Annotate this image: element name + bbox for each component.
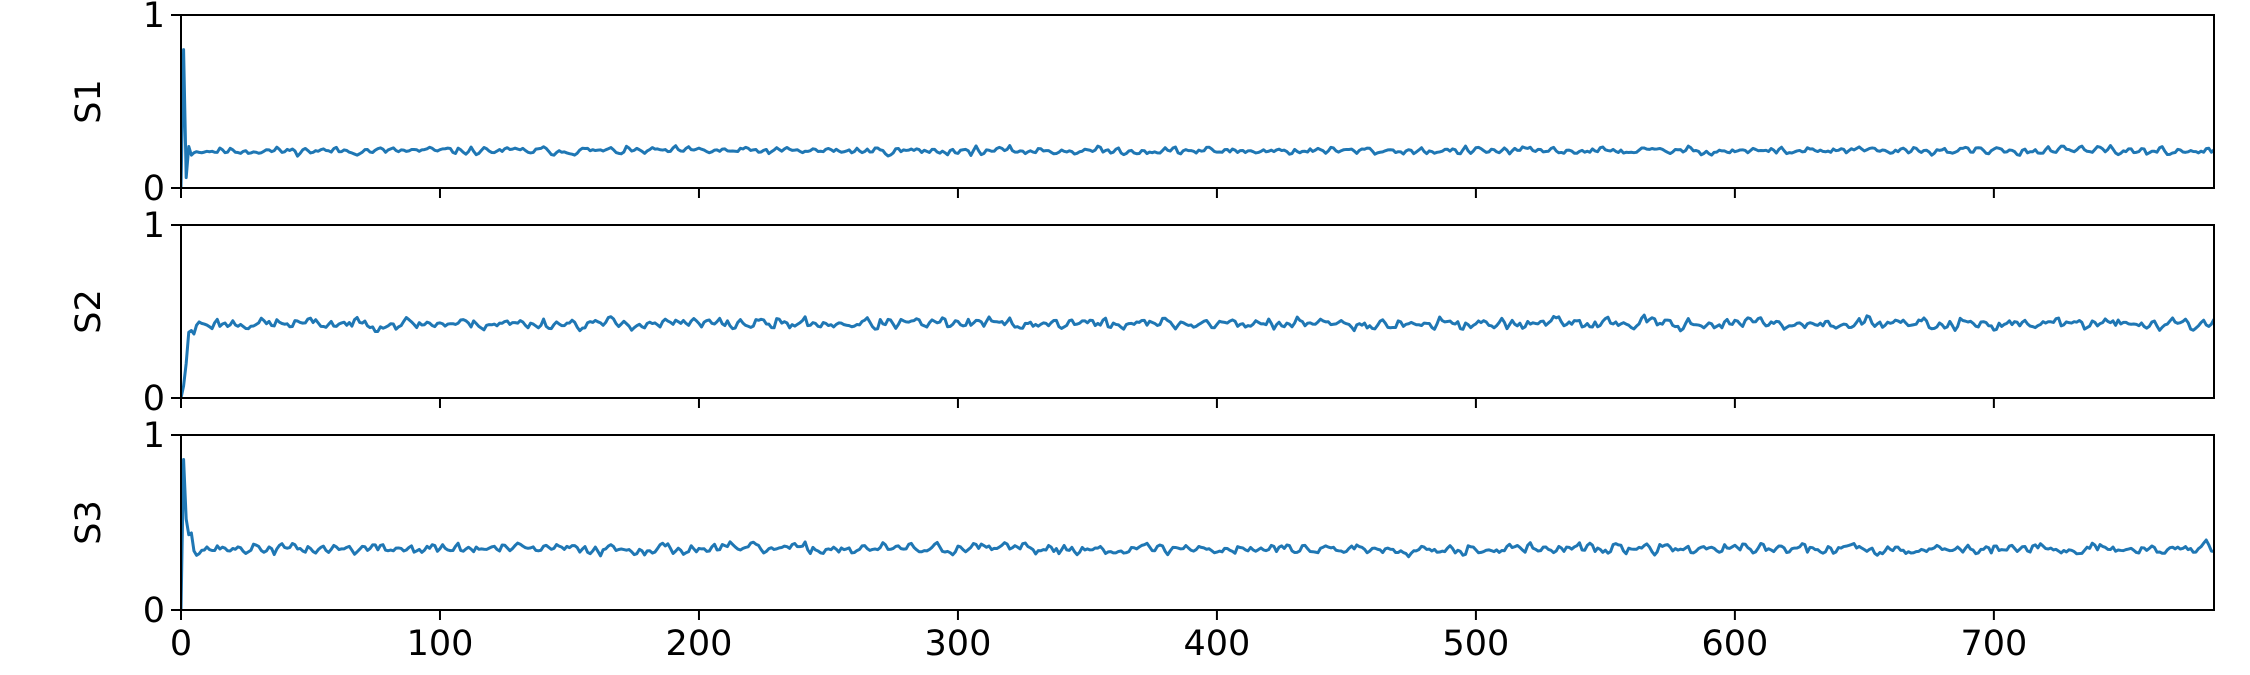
y-tick-label: 1 <box>143 206 165 246</box>
axes-frame <box>180 434 2215 611</box>
y-tick-label: 0 <box>143 379 165 419</box>
axes-frame <box>180 224 2215 399</box>
series-line-s2 <box>181 313 2214 398</box>
subplot-s1: 0 1 S1 <box>69 0 2215 209</box>
x-tick-label: 400 <box>1184 624 1251 664</box>
x-tick-label: 100 <box>407 624 474 664</box>
axes-frame <box>180 14 2215 189</box>
x-tick-label: 0 <box>170 624 192 664</box>
series-line-s1 <box>181 48 2214 188</box>
x-tick-label: 500 <box>1442 624 1509 664</box>
x-tick-label: 300 <box>925 624 992 664</box>
y-axis-label: S2 <box>69 289 109 334</box>
y-tick-label: 1 <box>143 416 165 456</box>
series-line-s3 <box>181 458 2214 610</box>
y-tick-label: 1 <box>143 0 165 36</box>
x-tick-label: 700 <box>1960 624 2027 664</box>
subplot-s3: 0 1 S3 0 100 200 300 400 500 600 700 <box>69 416 2215 664</box>
y-tick-label: 0 <box>143 169 165 209</box>
y-tick-label: 0 <box>143 591 165 631</box>
subplot-s2: 0 1 S2 <box>69 206 2215 419</box>
x-tick-label: 600 <box>1701 624 1768 664</box>
x-tick-label: 200 <box>666 624 733 664</box>
y-axis-label: S1 <box>69 79 109 124</box>
y-axis-label: S3 <box>69 500 109 545</box>
